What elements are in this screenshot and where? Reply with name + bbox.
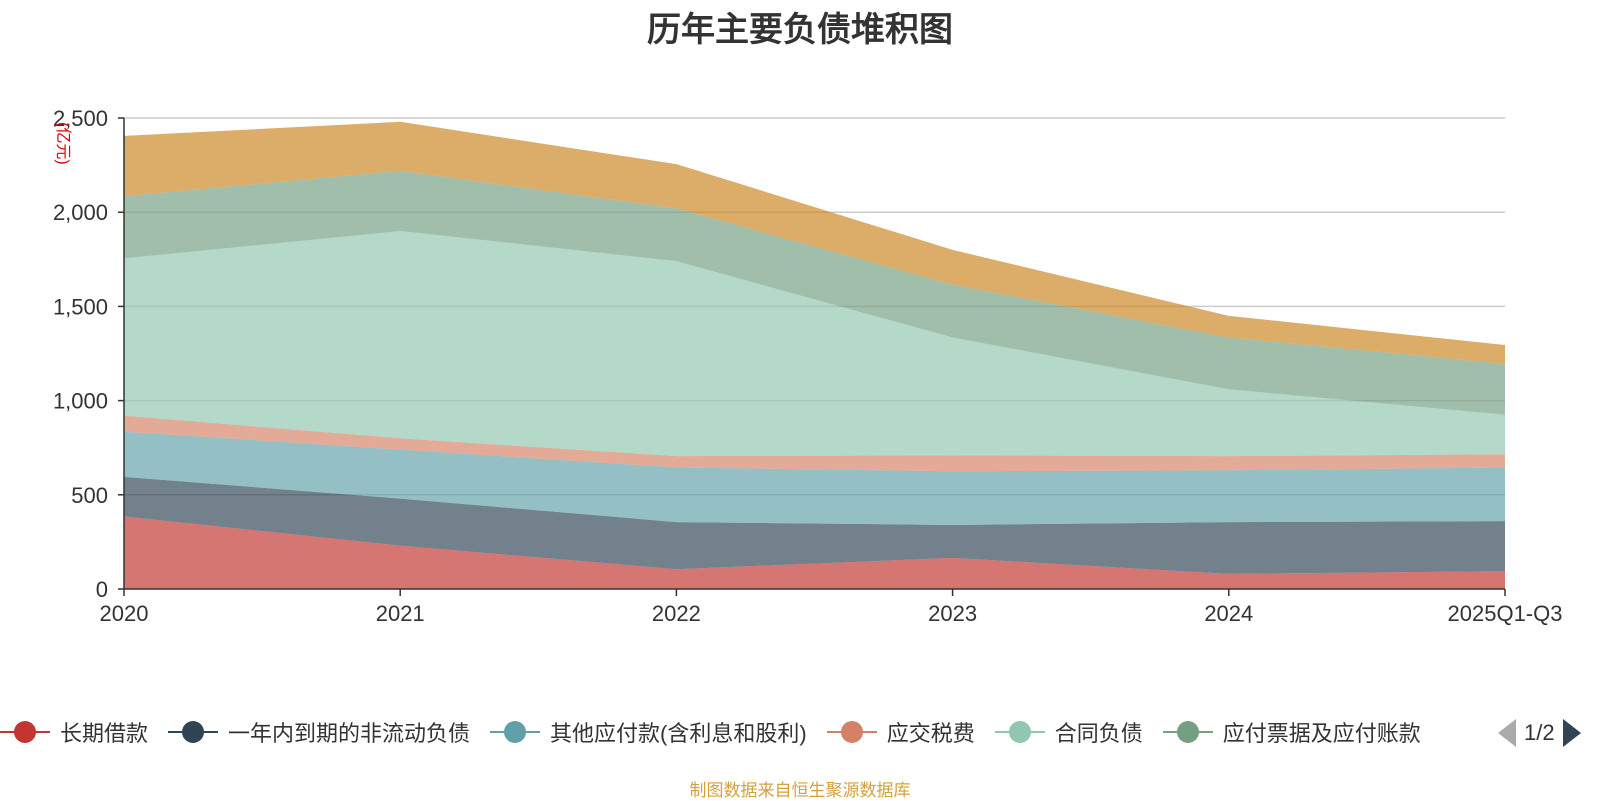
legend-next-page-icon[interactable] <box>1562 719 1581 747</box>
y-tick-label-3: 1,500 <box>53 294 108 319</box>
legend-label: 应付票据及应付账款 <box>1222 721 1421 746</box>
legend-label: 一年内到期的非流动负债 <box>228 721 471 746</box>
area-series-2[interactable] <box>124 431 1505 525</box>
legend-marker-icon <box>0 720 50 744</box>
data-source-note: 制图数据来自恒生聚源数据库 <box>689 781 911 800</box>
legend-item-3[interactable]: 应交税费 <box>826 712 975 752</box>
legend-label: 应交税费 <box>886 721 975 746</box>
legend-item-5[interactable]: 应付票据及应付账款 <box>1162 712 1421 752</box>
legend-label: 其他应付款(含利息和股利) <box>550 721 807 746</box>
y-tick-label-5: 2,500 <box>53 106 108 131</box>
area-series-4[interactable] <box>124 231 1505 457</box>
legend-marker-icon <box>490 720 541 744</box>
y-tick-label-4: 2,000 <box>53 200 108 225</box>
legend-item-0[interactable]: 长期借款 <box>0 712 148 752</box>
legend-label: 合同负债 <box>1054 721 1143 746</box>
x-tick-label-5: 2025Q1-Q3 <box>1448 601 1563 626</box>
area-series-layer <box>124 121 1505 589</box>
legend-item-4[interactable]: 合同负债 <box>994 712 1143 752</box>
legend-marker-icon <box>826 720 877 744</box>
legend-item-1[interactable]: 一年内到期的非流动负债 <box>168 712 470 752</box>
legend-pager: 1/2 <box>1498 716 1600 750</box>
area-series-3[interactable] <box>124 415 1505 472</box>
x-tick-label-3: 2023 <box>928 601 977 626</box>
legend-marker-icon <box>994 720 1045 744</box>
x-tick-label-4: 2024 <box>1204 601 1253 626</box>
area-series-0[interactable] <box>124 516 1505 589</box>
x-tick-label-1: 2021 <box>376 601 425 626</box>
legend: 长期借款 一年内到期的非流动负债 其他应付款(含利息和股利) 应交税费 合同负债 应付票据… <box>0 712 1490 752</box>
y-tick-label-2: 1,000 <box>53 389 108 414</box>
x-tick-label-2: 2022 <box>652 601 701 626</box>
area-series-5[interactable] <box>124 170 1505 415</box>
y-tick-label-0: 0 <box>96 577 108 602</box>
legend-label: 长期借款 <box>60 721 149 746</box>
area-series-6[interactable] <box>124 121 1505 364</box>
legend-marker-icon <box>1162 720 1213 744</box>
legend-page-indicator: 1/2 <box>1524 720 1555 745</box>
area-series-1[interactable] <box>124 476 1505 574</box>
axes: 0 500 1,000 1,500 2,000 2,500 2020 2021 2022 2023… <box>53 106 1563 626</box>
y-tick-label-1: 500 <box>71 483 108 508</box>
x-tick-label-0: 2020 <box>100 601 149 626</box>
legend-item-2[interactable]: 其他应付款(含利息和股利) <box>490 712 807 752</box>
y-axis-unit-label: (亿元) <box>54 122 72 165</box>
chart-title: 历年主要负债堆积图 <box>647 11 953 49</box>
legend-marker-icon <box>168 720 219 744</box>
legend-prev-page-icon[interactable] <box>1498 719 1516 747</box>
